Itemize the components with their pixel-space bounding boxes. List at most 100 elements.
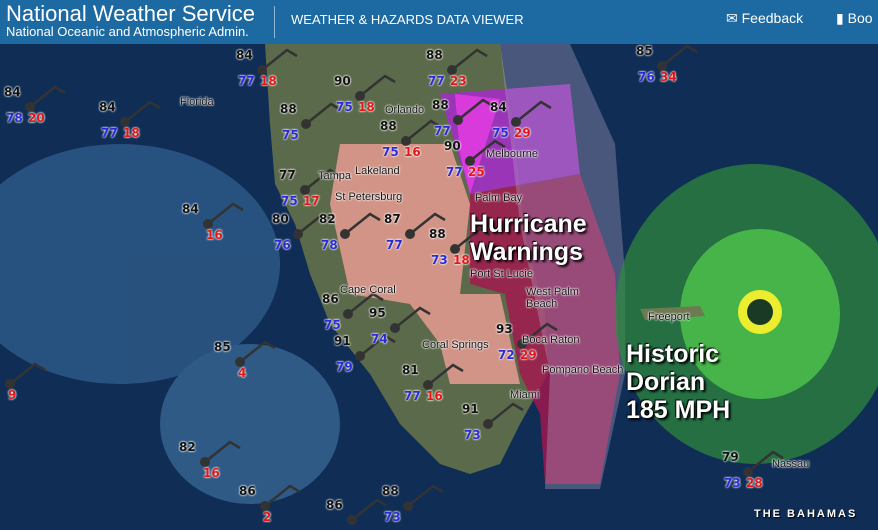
- wind-barb: [264, 484, 301, 507]
- station-dew: 77: [386, 238, 403, 252]
- station-gust: 23: [450, 74, 467, 88]
- station-temp: 88: [382, 484, 399, 498]
- wind-barb: [297, 212, 334, 235]
- city-label: Tampa: [318, 170, 352, 182]
- city-label: Freeport: [648, 311, 690, 323]
- station-dew: 75: [492, 126, 509, 140]
- wind-barb: [427, 363, 464, 386]
- bahamas-label: THE BAHAMAS: [754, 508, 858, 520]
- wind-barb: [207, 202, 244, 225]
- station-dew: 74: [371, 332, 388, 346]
- station-gust: 25: [468, 165, 485, 179]
- station-gust: 16: [404, 145, 421, 159]
- station-dew: 73: [464, 428, 481, 442]
- feedback-button[interactable]: ✉ Feedback: [726, 10, 803, 27]
- wind-barb: [407, 484, 444, 507]
- station-gust: 2: [263, 510, 272, 524]
- station-models: [5, 44, 784, 525]
- map-layer: [0, 44, 878, 530]
- city-label: Pompano Beach: [542, 364, 624, 376]
- station-gust: 28: [746, 476, 763, 490]
- station-temp: 87: [384, 212, 401, 226]
- storm-surge-watch: [330, 144, 520, 384]
- station-temp: 81: [402, 363, 419, 377]
- divider: [274, 6, 275, 38]
- station-dew: 75: [382, 145, 399, 159]
- wind-barb: [409, 212, 446, 235]
- station-gust: 17: [303, 194, 320, 208]
- station-temp: 82: [179, 440, 196, 454]
- weather-map[interactable]: 84 78 20 84 77 18 84 77 18 90 75 18 88 75 88 75 16 88 77 23…: [0, 44, 878, 530]
- station-dew: 76: [638, 70, 655, 84]
- wind-barb: [239, 340, 276, 363]
- station-dew: 73: [724, 476, 741, 490]
- station-temp: 88: [426, 48, 443, 62]
- station-dew: 78: [6, 111, 23, 125]
- station-temp: 88: [280, 102, 297, 116]
- wind-barb: [351, 498, 388, 521]
- station-temp: 88: [380, 119, 397, 133]
- station-gust: 29: [514, 126, 531, 140]
- station-temp: 84: [4, 85, 21, 99]
- station-temp: 88: [432, 98, 449, 112]
- station-dew: 75: [282, 128, 299, 142]
- station-temp: 84: [236, 48, 253, 62]
- city-label: West Palm Beach: [526, 286, 579, 310]
- city-label: Orlando: [385, 104, 425, 116]
- station-temp: 91: [462, 402, 479, 416]
- station-dew: 77: [428, 74, 445, 88]
- wind-barb: [124, 100, 161, 123]
- station-temp: 93: [496, 322, 513, 336]
- wind-barb: [347, 292, 384, 315]
- app-title: WEATHER & HAZARDS DATA VIEWER: [291, 12, 524, 27]
- station-temp: 84: [490, 100, 507, 114]
- station-dew: 75: [336, 100, 353, 114]
- city-label: Port St Lucie: [470, 268, 533, 280]
- station-temp: 90: [334, 74, 351, 88]
- wind-barb: [405, 119, 442, 142]
- station-temp: 82: [319, 212, 336, 226]
- city-label: Coral Springs: [422, 339, 489, 351]
- station-gust: 16: [206, 228, 223, 242]
- station-gust: 9: [8, 388, 17, 402]
- hurricane-warnings-annotation: Hurricane Warnings: [470, 210, 587, 266]
- city-label: Florida: [180, 96, 214, 108]
- station-temp: 88: [429, 227, 446, 241]
- nws-title[interactable]: National Weather Service: [6, 1, 256, 26]
- station-dew: 77: [101, 126, 118, 140]
- city-label: Melbourne: [486, 148, 538, 160]
- wind-barb: [747, 450, 784, 473]
- station-dew: 77: [238, 74, 255, 88]
- wind-barb: [521, 322, 558, 345]
- station-temp: 80: [272, 212, 289, 226]
- bahamas-land: [640, 306, 705, 320]
- wind-barb: [454, 227, 491, 250]
- wind-barb: [451, 48, 488, 71]
- city-label: Nassau: [772, 458, 810, 470]
- hurricane-warning: [470, 174, 620, 484]
- station-dew: 76: [274, 238, 291, 252]
- station-temp: 84: [182, 202, 199, 216]
- station-gust: 16: [203, 466, 220, 480]
- station-dew: 77: [446, 165, 463, 179]
- book-button[interactable]: ▮ Boo: [836, 10, 873, 27]
- station-temp: 85: [214, 340, 231, 354]
- wind-barb: [204, 440, 241, 463]
- station-temp: 84: [99, 100, 116, 114]
- station-temp: 86: [326, 498, 343, 512]
- station-gust: 34: [660, 70, 677, 84]
- tropical-storm-warning-coast: [455, 94, 500, 194]
- station-dew: 79: [336, 360, 353, 374]
- wind-barb: [457, 98, 494, 121]
- station-dew: 72: [498, 348, 515, 362]
- station-gust: 29: [520, 348, 537, 362]
- envelope-icon: ✉: [726, 10, 738, 26]
- nws-subtitle: National Oceanic and Atmospheric Admin.: [6, 24, 249, 39]
- station-dew: 73: [384, 510, 401, 524]
- station-temp: 91: [334, 334, 351, 348]
- station-temp: 86: [322, 292, 339, 306]
- station-temp: 95: [369, 306, 386, 320]
- app-header: National Weather Service National Oceani…: [0, 0, 878, 44]
- offshore-zone: [500, 44, 625, 489]
- wind-barb: [394, 306, 431, 329]
